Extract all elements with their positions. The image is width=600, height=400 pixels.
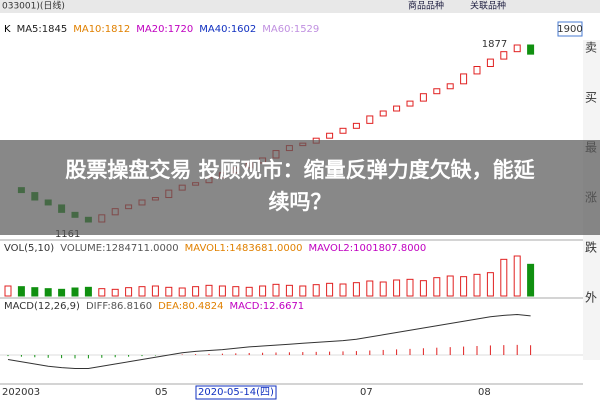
volume-bar [326, 282, 334, 297]
candle [339, 127, 347, 134]
top-bar [0, 0, 600, 13]
banner-line: 股票操盘交易 投顾观市：缩量反弹力度欠缺，能延 [65, 158, 535, 182]
side-label: 买 [585, 91, 597, 105]
volume-bar [111, 288, 119, 297]
volume-bar [259, 285, 267, 297]
volume-bar [460, 276, 468, 297]
vol-label: VOLUME:1284711.0000 [60, 243, 178, 254]
ma-label: MA60:1529 [262, 24, 319, 35]
date-label: 08 [478, 387, 491, 398]
volume-bar [500, 258, 508, 297]
volume-bar [419, 280, 427, 297]
volume-bar [513, 255, 521, 297]
volume-bar [178, 287, 186, 297]
ma-label: MA5:1845 [17, 24, 68, 35]
volume-bar [125, 287, 133, 297]
box-text: 1900 [557, 24, 582, 35]
volume-bar [44, 288, 52, 297]
candle [326, 132, 334, 139]
candle [433, 88, 441, 95]
volume-bar [205, 284, 213, 297]
link[interactable]: 关联品种 [470, 0, 506, 12]
macd-label: DIFF:86.8160 [86, 301, 152, 312]
candle [393, 105, 401, 112]
candle [406, 100, 414, 107]
candle [446, 83, 454, 90]
volume-bar [366, 280, 374, 297]
candle [460, 73, 468, 85]
volume-bar [473, 273, 481, 297]
volume-bar [218, 285, 226, 297]
volume-bar [232, 286, 240, 297]
volume-bar [165, 286, 173, 297]
candle [500, 51, 508, 60]
vol-label: MAVOL2:1001807.8000 [308, 243, 426, 254]
volume-bar [84, 286, 92, 297]
macd-label: DEA:80.4824 [158, 301, 223, 312]
volume-bar [4, 285, 12, 297]
banner: 股票操盘交易 投顾观市：缩量反弹力度欠缺，能延 续吗？ [0, 140, 600, 235]
volume-bar [31, 287, 39, 297]
macd-label: MACD(12,26,9) [4, 301, 80, 312]
volume-bar [272, 283, 280, 297]
volume-bar [58, 288, 66, 297]
candle [513, 44, 521, 53]
volume-bar [285, 284, 293, 297]
ma-label: MA20:1720 [136, 24, 193, 35]
candle [379, 110, 387, 117]
volume-bar [151, 285, 159, 297]
candle [486, 58, 494, 68]
box [557, 21, 583, 37]
candle [366, 115, 374, 124]
date-label: 202003 [2, 387, 40, 398]
ma-label: MA40:1602 [199, 24, 256, 35]
date-box [195, 385, 277, 400]
candle [419, 93, 427, 102]
volume-bar [245, 286, 253, 297]
banner-line: 续吗？ [268, 190, 332, 214]
date-label: 07 [360, 387, 373, 398]
price-high: 1877 [482, 39, 507, 50]
link[interactable]: 商品品种 [408, 0, 444, 12]
diff-line [7, 313, 531, 369]
ma-label: MA10:1812 [73, 24, 130, 35]
volume-bar [486, 272, 494, 297]
candle [527, 44, 535, 55]
side-label: 外 [585, 291, 597, 305]
volume-bar [312, 284, 320, 297]
volume-bar [433, 277, 441, 297]
code: 033001)(日线) [2, 0, 65, 12]
volume-bar [527, 263, 535, 297]
macd-label: MACD:12.6671 [229, 301, 304, 312]
candle [473, 66, 481, 75]
date-label: 2020-05-14(四) [198, 387, 274, 398]
date-label: 05 [155, 387, 168, 398]
volume-bar [299, 285, 307, 297]
volume-bar [192, 286, 200, 297]
vol-label: VOL(5,10) [4, 243, 54, 254]
volume-bar [71, 287, 79, 297]
volume-bar [393, 279, 401, 297]
volume-bar [406, 278, 414, 297]
volume-bar [352, 282, 360, 297]
ma-label: K [4, 24, 11, 35]
side-label: 卖 [585, 41, 597, 55]
volume-bar [379, 281, 387, 297]
volume-bar [98, 288, 106, 297]
candle [352, 122, 360, 129]
side-label: 跌 [585, 240, 597, 255]
volume-bar [138, 286, 146, 297]
volume-bar [339, 283, 347, 297]
volume-bar [17, 286, 25, 297]
volume-bar [446, 275, 454, 297]
vol-label: MAVOL1:1483681.0000 [185, 243, 303, 254]
